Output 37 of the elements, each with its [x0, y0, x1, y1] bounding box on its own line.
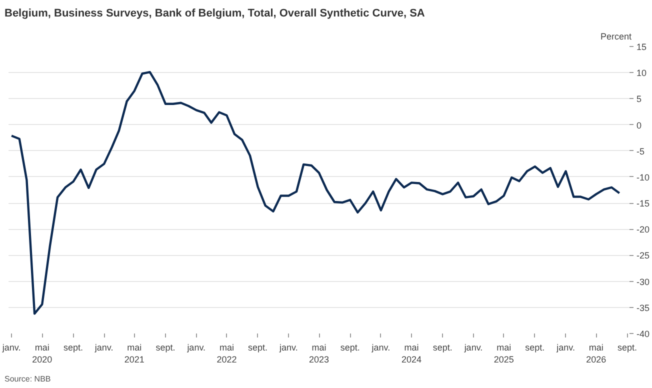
y-tick-label: -15 [636, 198, 650, 209]
x-tick-label: sept. [525, 342, 545, 352]
y-axis-title: Percent [600, 32, 632, 42]
y-tick-label: -25 [636, 250, 650, 261]
y-tick-label: 5 [636, 94, 642, 104]
x-tick-label: sept. [156, 342, 176, 352]
x-tick-label: mai 2022 [216, 342, 237, 364]
x-tick-label: mai 2026 [586, 342, 606, 364]
y-tick-label: -30 [636, 276, 650, 287]
x-tick-label: sept. [340, 342, 360, 352]
x-tick-label: janv. [556, 342, 575, 352]
y-tick-label: 0 [636, 120, 642, 130]
y-tick-label: 10 [636, 68, 647, 78]
y-tick-label: -5 [636, 146, 645, 156]
x-tick-label: sept. [617, 342, 637, 352]
x-tick-label: janv. [1, 342, 21, 352]
y-tick-label: -40 [636, 329, 650, 339]
chart-title: Belgium, Business Surveys, Bank of Belgium, Total, Overall Synthetic Curve, SA [4, 8, 425, 20]
x-tick-label: sept. [248, 342, 268, 352]
x-tick-label: janv. [94, 342, 114, 352]
y-tick-label: -20 [636, 224, 650, 235]
line-series [10, 70, 620, 315]
y-tick-label: 15 [636, 42, 647, 52]
x-tick-label: mai 2024 [402, 342, 422, 364]
x-tick-label: sept. [432, 342, 452, 352]
source-note: Source: NBB [4, 374, 51, 384]
x-tick-label: janv. [370, 342, 390, 352]
x-tick-label: mai 2025 [494, 342, 514, 364]
x-tick-label: janv. [186, 342, 206, 352]
x-tick-label: janv. [278, 342, 298, 352]
y-tick-label: -10 [636, 172, 650, 182]
x-tick-label: sept. [63, 342, 83, 352]
y-tick-label: -35 [636, 302, 650, 313]
x-tick-label: janv. [463, 342, 483, 352]
x-tick-label: mai 2023 [308, 342, 330, 364]
x-tick-label: mai 2020 [32, 342, 52, 364]
x-tick-label: mai 2021 [124, 342, 144, 364]
